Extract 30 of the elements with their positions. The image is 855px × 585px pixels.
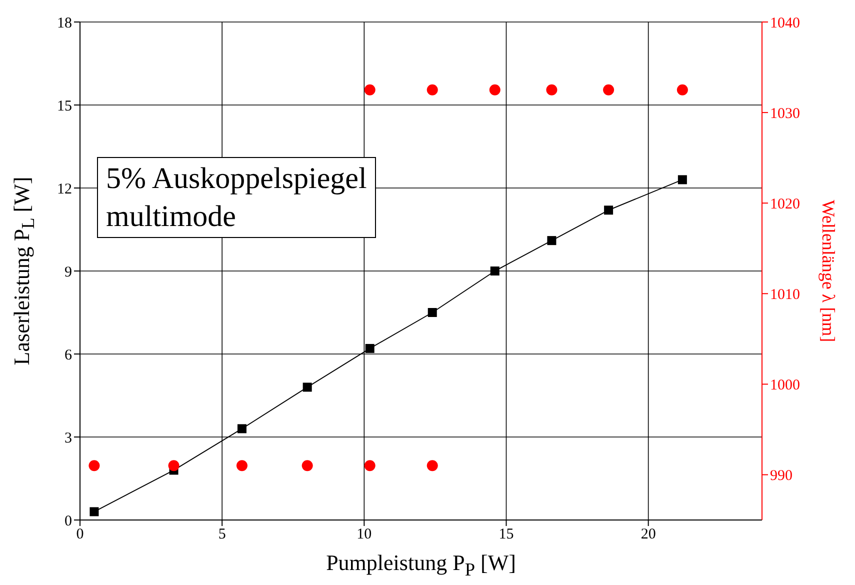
y-tick-label: 12 [57, 181, 72, 198]
point [678, 175, 687, 184]
y2-axis-title: Wellenlänge λ [nm] [818, 200, 838, 342]
y-tick-label: 15 [57, 98, 72, 114]
y2-tick-label: 1030 [770, 106, 800, 122]
x-tick-label: 5 [218, 526, 226, 543]
x-axis-title: Pumpleistung P$_{P}$ [W] [325, 550, 517, 580]
y2-tick-label: 1040 [770, 15, 800, 32]
y-tick-label: 6 [64, 347, 72, 364]
y-tick-label: 18 [57, 15, 72, 32]
point [365, 344, 374, 353]
point [90, 507, 99, 516]
x-tick-label: 0 [76, 526, 84, 543]
point [302, 382, 312, 392]
point [237, 424, 246, 434]
point [428, 308, 437, 317]
point [490, 266, 500, 276]
y2-tick-label: 990 [770, 468, 792, 484]
annotation: 5% Auskoppelspiegel multimode [97, 157, 376, 238]
point [604, 206, 614, 215]
x-tick-label: 20 [640, 526, 656, 543]
point [547, 236, 556, 246]
y-tick-label: 3 [64, 430, 72, 446]
y-tick-label: 9 [64, 264, 72, 280]
y2-tick-label: 1020 [770, 196, 800, 212]
y-tick-label: 0 [64, 513, 72, 530]
y2-tick-label: 1000 [770, 378, 800, 394]
x-tick-label: 15 [498, 526, 514, 543]
x-tick-label: 10 [356, 526, 372, 543]
y2-tick-label: 1010 [770, 286, 800, 303]
